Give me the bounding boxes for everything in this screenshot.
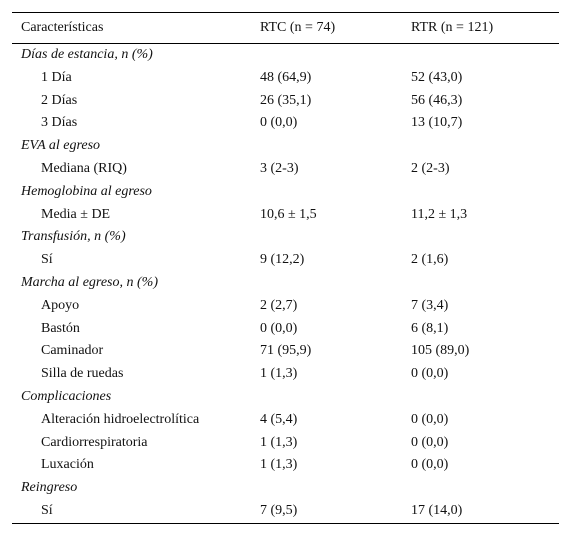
section-row: EVA al egreso: [12, 135, 559, 158]
data-row: Apoyo 2 (2,7) 7 (3,4): [12, 295, 559, 318]
table-cell: 4 (5,4): [260, 411, 298, 427]
data-row: 1 Día 48 (64,9) 52 (43,0): [12, 67, 559, 90]
data-row: 2 Días 26 (35,1) 56 (46,3): [12, 90, 559, 113]
section-title: Complicaciones: [21, 388, 112, 404]
table-cell: 3 (2-3): [260, 160, 299, 176]
table-cell: 9 (12,2): [260, 252, 305, 268]
table-cell: 1 Día: [41, 69, 72, 85]
table-cell: Luxación: [41, 457, 94, 473]
data-row: Mediana (RIQ) 3 (2-3) 2 (2-3): [12, 158, 559, 181]
table-cell: 0 (0,0): [411, 457, 449, 473]
table-cell: Silla de ruedas: [41, 366, 124, 382]
data-row: Media ± DE 10,6 ± 1,5 11,2 ± 1,3: [12, 204, 559, 227]
header-cell: RTR (n = 121): [411, 20, 494, 35]
table-cell: 1 (1,3): [260, 434, 298, 450]
table-cell: 2 Días: [41, 92, 78, 108]
data-row: Luxación 1 (1,3) 0 (0,0): [12, 454, 559, 477]
table-cell: 105 (89,0): [411, 343, 470, 359]
table-cell: Sí: [41, 252, 53, 268]
section-row: Días de estancia, n (%): [12, 44, 559, 67]
table-cell: Alteración hidroelectrolítica: [41, 411, 200, 427]
table-cell: 1 (1,3): [260, 457, 298, 473]
section-row: Reingreso: [12, 477, 559, 500]
table-cell: 11,2 ± 1,3: [411, 206, 468, 222]
section-title: Hemoglobina al egreso: [21, 183, 152, 199]
table-cell: 13 (10,7): [411, 115, 463, 131]
table-cell: 48 (64,9): [260, 69, 312, 85]
header-row: Características RTC (n = 74) RTR (n = 12…: [12, 13, 559, 44]
table-cell: 2 (1,6): [411, 252, 449, 268]
table-cell: 0 (0,0): [260, 115, 298, 131]
table-cell: 0 (0,0): [260, 320, 298, 336]
section-title: Días de estancia, n (%): [21, 47, 153, 62]
table-cell: 10,6 ± 1,5: [260, 206, 317, 222]
data-row: Alteración hidroelectrolítica 4 (5,4) 0 (0…: [12, 409, 559, 432]
table-cell: 0 (0,0): [411, 411, 449, 427]
table-cell: Caminador: [41, 343, 104, 359]
section-title: Reingreso: [21, 480, 78, 496]
section-title: EVA al egreso: [21, 138, 101, 154]
table-cell: 26 (35,1): [260, 92, 312, 108]
section-row: Marcha al egreso, n (%): [12, 272, 559, 295]
header-cell: RTC (n = 74): [260, 20, 336, 35]
table-cell: 2 (2-3): [411, 160, 450, 176]
table-cell: 3 Días: [41, 115, 78, 131]
table-cell: 7 (9,5): [260, 502, 298, 518]
header-cell: Características: [21, 20, 104, 35]
data-row: Caminador 71 (95,9) 105 (89,0): [12, 340, 559, 363]
table-cell: 56 (46,3): [411, 92, 463, 108]
data-row: 3 Días 0 (0,0) 13 (10,7): [12, 112, 559, 135]
section-title: Marcha al egreso, n (%): [21, 274, 158, 290]
section-title: Transfusión, n (%): [21, 229, 126, 245]
table-cell: Bastón: [41, 320, 80, 336]
table-cell: Media ± DE: [41, 206, 111, 222]
table-cell: 0 (0,0): [411, 434, 449, 450]
section-row: Hemoglobina al egreso: [12, 181, 559, 204]
table-cell: Cardiorrespiratoria: [41, 434, 148, 450]
table-cell: 0 (0,0): [411, 366, 449, 382]
table-cell: 71 (95,9): [260, 343, 312, 359]
table-cell: 2 (2,7): [260, 297, 298, 313]
data-row: Cardiorrespiratoria 1 (1,3) 0 (0,0): [12, 432, 559, 455]
data-row: Sí 9 (12,2) 2 (1,6): [12, 249, 559, 272]
data-row: Sí 7 (9,5) 17 (14,0): [12, 500, 559, 523]
data-row: Silla de ruedas 1 (1,3) 0 (0,0): [12, 363, 559, 386]
data-row: Bastón 0 (0,0) 6 (8,1): [12, 318, 559, 341]
table-cell: Mediana (RIQ): [41, 160, 127, 176]
table-cell: 1 (1,3): [260, 366, 298, 382]
section-row: Complicaciones: [12, 386, 559, 409]
table: Características RTC (n = 74) RTR (n = 12…: [12, 12, 559, 524]
section-row: Transfusión, n (%): [12, 226, 559, 249]
table-cell: Sí: [41, 502, 53, 518]
table-cell: 7 (3,4): [411, 297, 449, 313]
table-cell: 52 (43,0): [411, 69, 463, 85]
table-cell: 17 (14,0): [411, 502, 463, 518]
table-cell: 6 (8,1): [411, 320, 449, 336]
table-cell: Apoyo: [41, 297, 80, 313]
